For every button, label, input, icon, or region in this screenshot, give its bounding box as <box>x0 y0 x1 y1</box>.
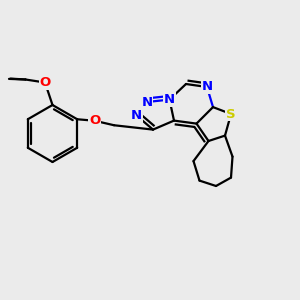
Text: N: N <box>201 80 213 94</box>
Text: N: N <box>164 93 175 106</box>
Text: N: N <box>131 109 142 122</box>
Text: O: O <box>39 76 51 89</box>
Text: O: O <box>89 114 100 127</box>
Text: N: N <box>141 95 153 109</box>
Text: S: S <box>226 107 236 121</box>
